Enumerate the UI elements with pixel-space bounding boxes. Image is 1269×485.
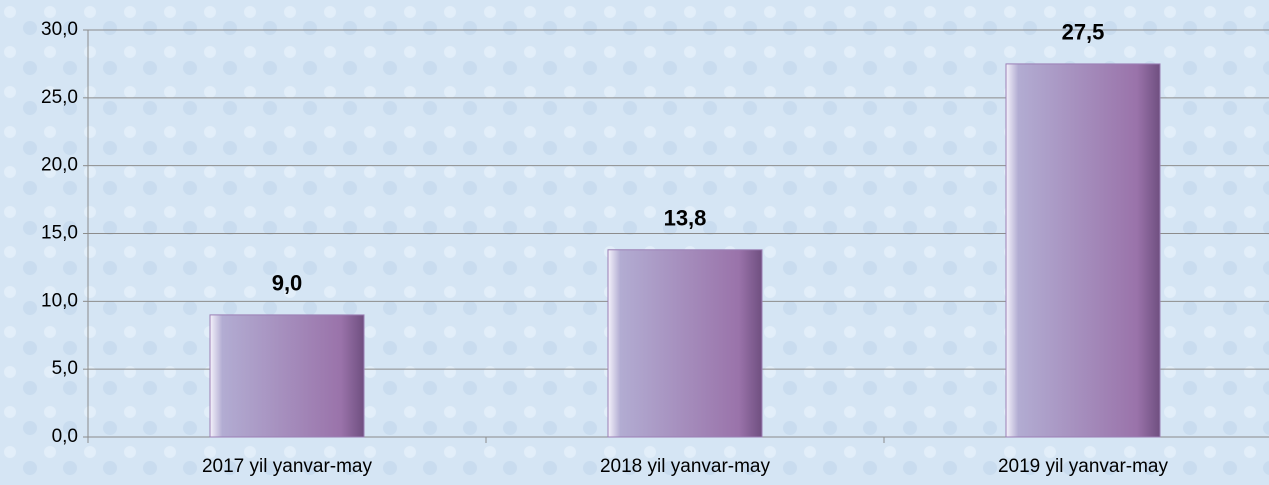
value-label: 9,0	[272, 271, 303, 296]
x-tick-label: 2019 yil yanvar-may	[998, 456, 1169, 477]
y-tick-label: 0,0	[52, 426, 78, 447]
bar	[209, 314, 365, 438]
y-tick-label: 5,0	[52, 358, 78, 379]
y-tick-label: 30,0	[41, 19, 78, 40]
y-tick-label: 15,0	[41, 223, 78, 244]
y-tick-label: 20,0	[41, 155, 78, 176]
value-label: 27,5	[1062, 20, 1105, 45]
value-label: 13,8	[664, 206, 707, 231]
x-tick-label: 2018 yil yanvar-may	[600, 456, 771, 477]
bar	[607, 249, 763, 438]
y-tick-label: 10,0	[41, 290, 78, 311]
bar	[1005, 63, 1161, 438]
x-tick-label: 2017 yil yanvar-may	[202, 456, 373, 477]
y-tick-label: 25,0	[41, 87, 78, 108]
